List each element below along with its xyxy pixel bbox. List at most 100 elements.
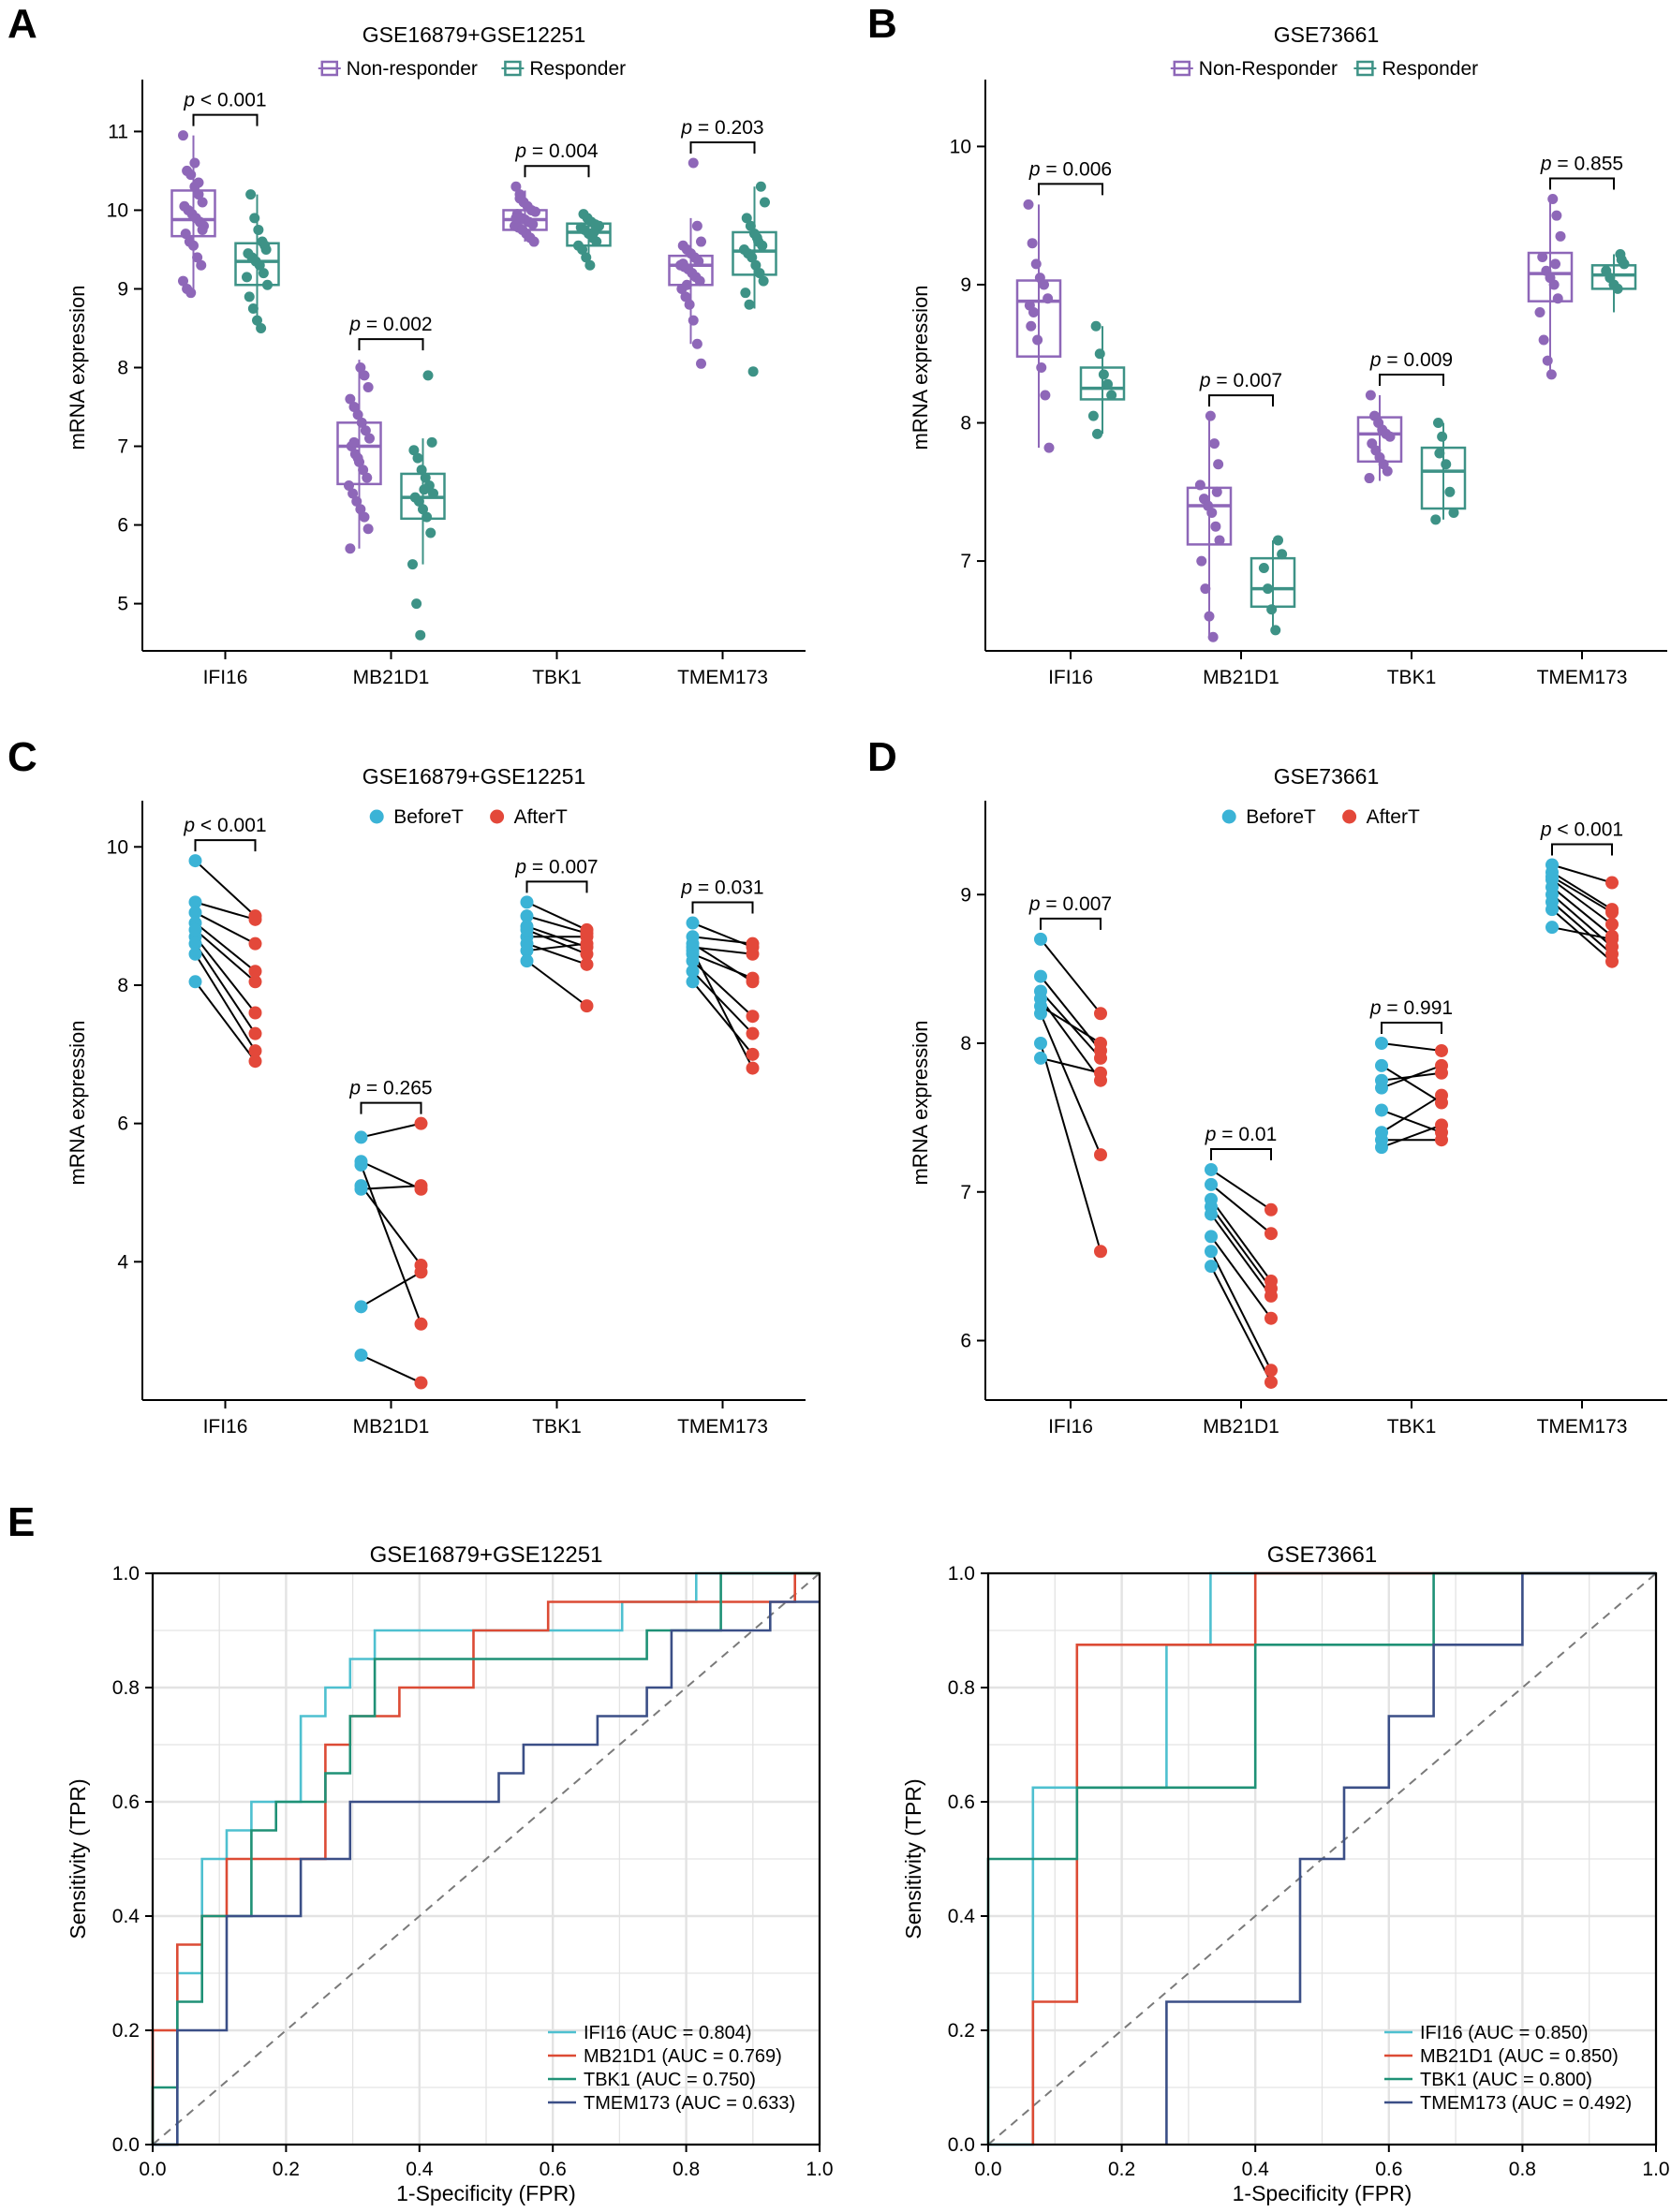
significance-bracket [1208,394,1274,407]
before-point [520,895,534,909]
legend-label: MB21D1 (AUC = 0.769) [584,2046,782,2067]
data-point [421,511,433,523]
data-point [1102,378,1113,390]
p-value-text: = 0.009 [1382,349,1453,371]
roc-curve-tmem173 [153,1600,820,2146]
y-axis-label: Sensitivity (TPR) [66,1778,90,1939]
data-point [1537,251,1548,262]
pair-line [1381,1042,1442,1052]
data-point [584,259,596,271]
box-non-responder-ifi16 [170,130,216,299]
p-value-text: = 0.007 [526,856,598,877]
before-point [188,854,202,868]
data-point [193,189,204,200]
data-point [688,157,699,169]
data-point [345,393,356,405]
pair-line [1210,1213,1272,1297]
y-tick-label: 7 [117,436,128,458]
data-point [1538,334,1549,346]
data-point [1270,625,1281,636]
roc-curve-tmem173 [1165,1571,1656,2145]
data-point [355,362,366,373]
data-point [1616,254,1627,265]
data-point [688,315,699,326]
p-value-label: p = 0.01 [1205,1124,1278,1145]
legend-label: AfterT [514,806,568,828]
data-point [1448,507,1459,518]
p-value-text: = 0.991 [1382,997,1453,1019]
data-point [408,445,420,456]
before-point [1205,1200,1218,1214]
pair-line [1210,1199,1272,1282]
before-point [686,975,700,989]
y-tick-label: 10 [107,836,128,858]
data-point [1441,459,1452,470]
x-tick-label: TBK1 [532,667,582,688]
legend-item: TBK1 (AUC = 0.800) [1384,2070,1592,2090]
data-point [754,268,765,279]
x-tick-label: 0.8 [673,2159,700,2180]
pair-line [1210,1250,1272,1371]
legend-item: TMEM173 (AUC = 0.492) [1384,2093,1632,2114]
pair-line [1551,878,1613,925]
data-point [1430,514,1442,525]
after-point [580,957,594,971]
data-point [425,527,436,538]
data-point [1434,448,1445,459]
legend-item: AfterT [490,806,568,828]
before-point [520,909,534,923]
before-point [1375,1103,1388,1117]
after-point [746,1061,760,1075]
p-value-symbol: p [1369,997,1382,1019]
y-tick-label: 0.8 [112,1677,140,1699]
data-point [1211,486,1222,497]
data-point [1210,521,1221,532]
after-point [1605,876,1619,890]
data-point [750,259,762,271]
paired-mb21d1 [1205,1162,1278,1389]
y-tick-label: 9 [960,274,971,296]
legend-label: TBK1 (AUC = 0.750) [584,2070,756,2090]
legend-label: Non-responder [347,58,478,80]
paired-tbk1 [520,895,594,1013]
data-point [1094,348,1105,360]
p-value-symbol: p [1028,158,1041,180]
before-point [1034,1037,1047,1050]
paired-tmem173 [1545,858,1619,968]
box-non-responder-mb21d1 [336,360,382,554]
data-point [1023,199,1034,210]
legend-item: TMEM173 (AUC = 0.633) [548,2093,795,2114]
chart-title: GSE73661 [1274,764,1380,789]
p-value-label: p = 0.006 [1028,158,1112,180]
pair-line [1551,863,1613,884]
pair-line [526,942,587,952]
pair-line [1551,886,1613,937]
after-point [1094,1148,1107,1162]
after-point [746,936,760,951]
data-point [258,268,269,279]
y-tick-label: 6 [117,1113,128,1135]
data-point [1555,230,1566,242]
y-tick-label: 1.0 [948,1563,975,1585]
box-non-responder-mb21d1 [1186,410,1233,642]
legend-label: TMEM173 (AUC = 0.492) [1420,2093,1632,2114]
legend-dot-key [1342,809,1357,824]
after-point [1264,1364,1278,1378]
before-point [1545,903,1559,917]
y-tick-label: 0.8 [948,1677,975,1699]
legend-item: BeforeT [369,806,464,828]
p-value-text: = 0.265 [361,1078,432,1099]
x-tick-label: TMEM173 [677,1416,768,1438]
chart-title: GSE16879+GSE12251 [362,22,586,47]
p-value-label: p < 0.001 [183,815,266,836]
data-point [244,291,255,302]
data-point [412,452,423,464]
box-non-responder-tmem173 [1527,193,1574,380]
before-point [1205,1260,1218,1274]
data-point [185,170,197,181]
pair-line [1551,876,1613,914]
p-value-label: p = 0.203 [680,117,763,139]
p-value-symbol: p [348,1078,361,1099]
p-value-label: p = 0.009 [1369,349,1453,371]
after-point [1264,1311,1278,1325]
